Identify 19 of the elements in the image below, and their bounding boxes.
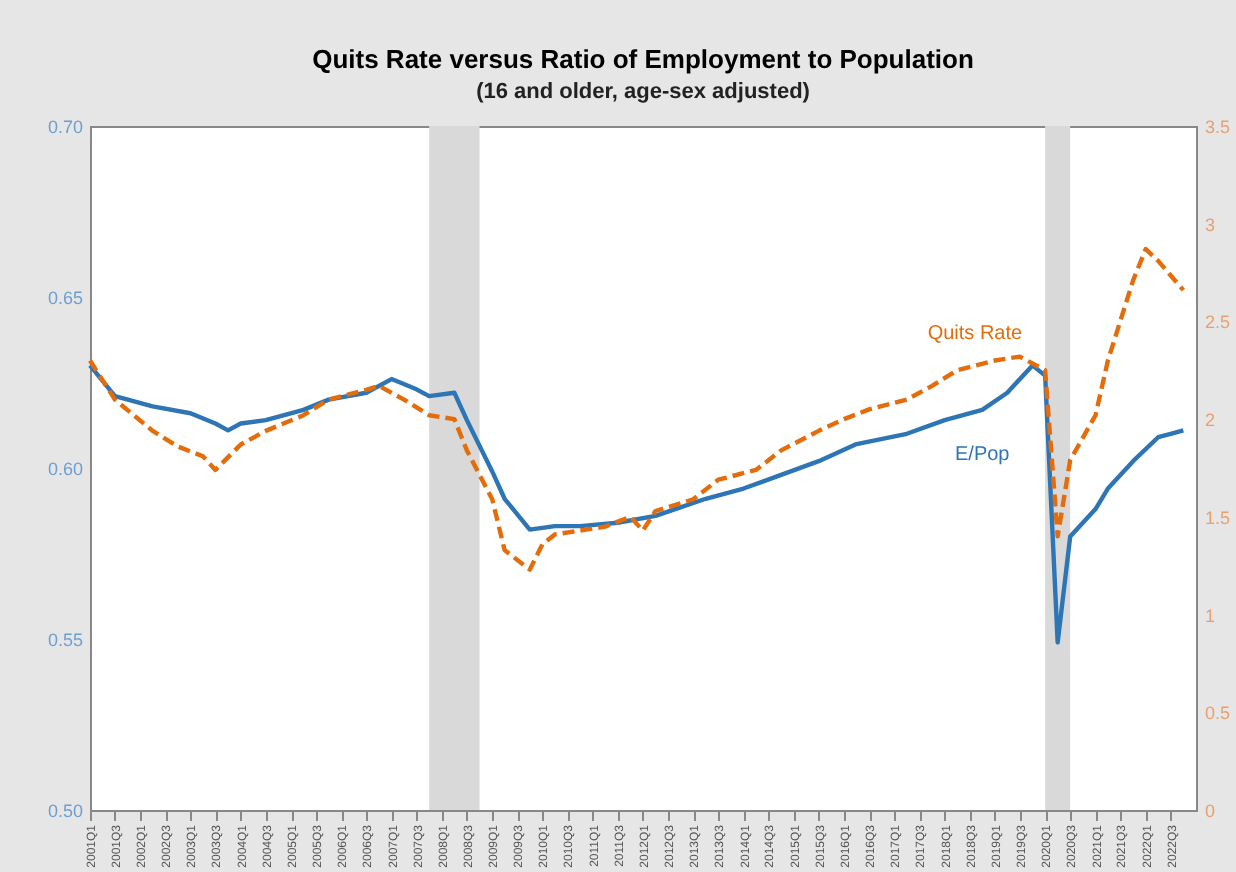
y-tick-label: 0.50	[47, 801, 83, 821]
line-series	[87, 246, 1186, 572]
y2-tick-label: 3.5	[1205, 117, 1231, 137]
y-tick-label: 0.65	[47, 288, 83, 308]
y-tick-label: 0.60	[47, 459, 83, 479]
y2-tick-label: 2.5	[1205, 312, 1231, 333]
y2-tick-label: 2	[1205, 410, 1216, 431]
y2-tick-label: 3	[1205, 214, 1216, 235]
chart-title: Quits Rate versus Ratio of Employment to Population	[312, 44, 974, 74]
y2-tick-label: 0.5	[1205, 703, 1231, 724]
series-label: E/Pop	[954, 443, 1011, 466]
chart-subtitle: (16 and older, age-sex adjusted)	[476, 80, 811, 104]
y2-tick-label: 1	[1205, 605, 1216, 626]
y2-tick-label: 1.5	[1205, 507, 1231, 528]
y2-tick-label: 0	[1205, 801, 1216, 821]
y-tick-label: 0.55	[47, 630, 83, 650]
series-label: Quits Rate	[927, 322, 1024, 345]
line-series	[87, 363, 1186, 645]
y-tick-label: 0.70	[47, 117, 83, 137]
